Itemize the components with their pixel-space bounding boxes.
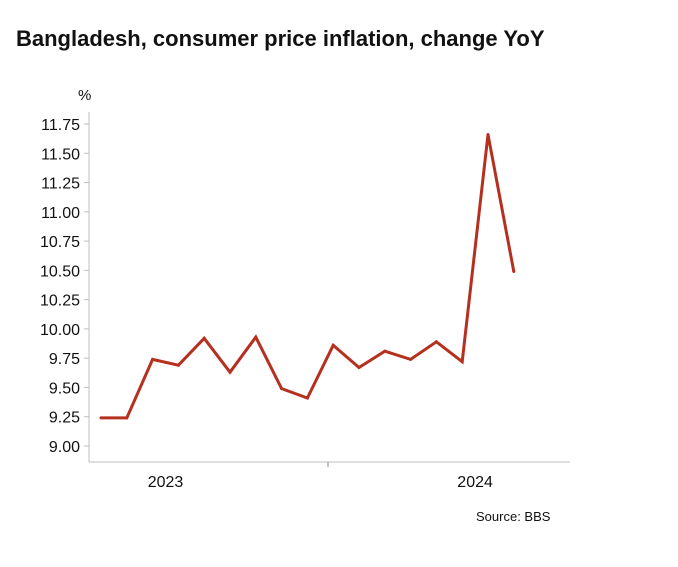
- y-tick-label: 11.00: [41, 205, 80, 222]
- y-tick-label: 9.00: [49, 439, 80, 456]
- data-point: [280, 387, 284, 391]
- y-tick-label: 10.25: [40, 293, 80, 310]
- data-point: [202, 336, 206, 340]
- chart-title: Bangladesh, consumer price inflation, ch…: [16, 26, 545, 51]
- y-unit-label: %: [78, 87, 92, 104]
- data-point: [176, 363, 180, 367]
- data-point: [228, 370, 232, 374]
- data-point: [357, 366, 361, 370]
- data-point: [99, 416, 103, 420]
- data-point: [409, 357, 413, 361]
- data-point: [254, 335, 258, 339]
- data-point: [460, 360, 464, 364]
- data-point: [125, 416, 129, 420]
- y-tick-label: 9.75: [49, 351, 80, 368]
- y-tick-label: 9.50: [49, 380, 80, 397]
- data-point: [305, 396, 309, 400]
- source-note: Source: BBS: [476, 509, 551, 524]
- y-tick-label: 10.75: [40, 234, 80, 251]
- series-line: [101, 134, 516, 420]
- data-point: [383, 349, 387, 353]
- data-point: [512, 270, 516, 274]
- data-point: [486, 133, 490, 137]
- plot-area: [99, 133, 516, 420]
- y-tick-label: 11.25: [41, 176, 80, 193]
- data-point: [434, 340, 438, 344]
- data-point: [331, 343, 335, 347]
- y-tick-label: 10.50: [40, 263, 80, 280]
- y-tick-label: 9.25: [49, 410, 80, 427]
- x-tick-label: 2024: [457, 474, 493, 491]
- y-tick-label: 10.00: [40, 322, 80, 339]
- x-tick-label: 2023: [148, 474, 184, 491]
- data-point: [151, 357, 155, 361]
- chart-axes: 9.00 9.25 9.50 9.75 10.00 10.25 10.50 10.75 11.0…: [40, 112, 570, 491]
- y-tick-label: 11.50: [41, 146, 80, 163]
- y-tick-label: 11.75: [41, 117, 80, 134]
